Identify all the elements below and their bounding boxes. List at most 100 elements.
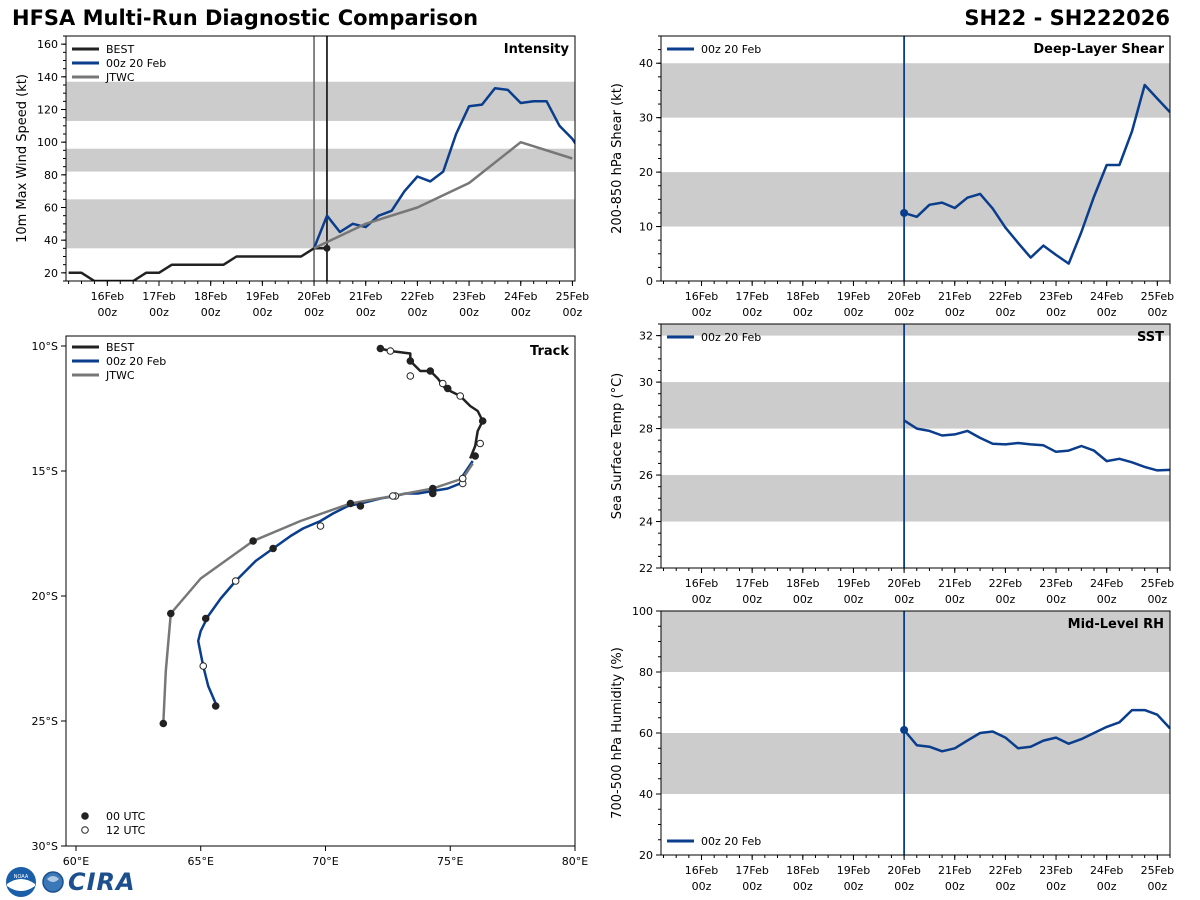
x-tick-hour: 00z [945,880,965,893]
x-tick-label: 23Feb [1039,864,1072,877]
panel-title: Mid-Level RH [1068,617,1164,632]
series-line-00z-20-feb [903,708,1170,753]
y-tick-label: 25°S [32,715,58,728]
x-tick-hour: 00z [511,306,531,319]
x-tick-hour: 00z [1147,880,1167,893]
x-tick-label: 18Feb [194,290,227,303]
track-marker-00utc [376,344,385,353]
track-marker-00utc [249,537,257,545]
cira-logo-text: CIRA [68,868,136,896]
x-tick-hour: 00z [1046,306,1066,319]
track-marker-12utc [316,522,325,530]
plot-frame [65,335,576,847]
track-panel: 60°E 65°E 70°E 75°E 80°E 10°S 15°S 20°S 25°S 30°S… [32,335,588,868]
x-tick-hour: 00z [945,593,965,606]
y-tick-label: 30°S [32,840,58,853]
x-tick-label: 17Feb [735,864,768,877]
y-tick-label: 10°S [32,340,58,353]
x-tick-hour: 00z [356,306,376,319]
x-tick-label: 70°E [312,855,338,868]
storm-id: SH22 - SH222026 [964,6,1170,30]
series-line-00z-20-feb [903,83,1170,265]
y-tick-label: 140 [37,71,58,84]
x-tick-label: 16Feb [685,290,718,303]
x-tick-hour: 00z [793,880,813,893]
marker-legend-label: 12 UTC [106,824,146,837]
x-tick-hour: 00z [1046,880,1066,893]
track-marker-12utc [389,492,397,500]
x-tick-hour: 00z [1097,880,1117,893]
x-tick-hour: 00z [844,306,864,319]
track-marker-12utc [456,392,465,400]
x-tick-hour: 00z [97,306,117,319]
y-tick-label: 24 [639,516,653,529]
series-line-00z-20-feb [903,419,1170,472]
shaded-band [661,63,1170,118]
track-marker-12utc [231,577,240,585]
legend-label: 00z 20 Feb [701,43,761,56]
series-startpoint [900,208,909,217]
track-marker-12utc [438,379,447,388]
x-tick-label: 75°E [437,855,463,868]
x-tick-label: 25Feb [556,290,589,303]
shaded-band [66,148,575,172]
panel-title: Track [530,344,569,359]
track-line-jtwc [162,462,474,724]
x-tick-label: 18Feb [786,577,819,590]
x-tick-hour: 00z [201,306,221,319]
y-tick-label: 100 [632,605,653,618]
y-tick-label: 160 [37,38,58,51]
x-tick-hour: 00z [304,306,324,319]
x-tick-label: 21Feb [938,577,971,590]
y-tick-label: 80 [44,169,58,182]
shaded-band [66,81,575,121]
track-marker-00utc [346,499,355,508]
x-tick-hour: 00z [996,880,1016,893]
x-tick-label: 80°E [562,855,588,868]
track-marker-00utc [428,484,437,493]
x-tick-label: 18Feb [786,290,819,303]
page-title: HFSA Multi-Run Diagnostic Comparison [12,6,479,30]
x-tick-label: 60°E [63,855,89,868]
y-tick-label: 30 [639,376,653,389]
sst-plot-area [661,324,1170,568]
shaded-band [661,382,1170,429]
track-marker-00utc [443,384,452,393]
y-tick-label: 0 [646,275,653,288]
x-tick-label: 24Feb [1090,577,1123,590]
y-tick-label: 20°S [32,590,58,603]
y-tick-label: 20 [44,267,58,280]
track-marker-00utc [166,609,175,618]
cira-logo: NOAA CIRA [4,866,136,898]
x-tick-label: 25Feb [1141,290,1174,303]
y-tick-label: 10 [639,221,653,234]
x-tick-hour: 00z [692,593,712,606]
x-tick-hour: 00z [692,880,712,893]
legend-label: BEST [106,341,134,354]
x-tick-hour: 00z [793,306,813,319]
track-marker-00utc [159,719,168,728]
x-tick-hour: 00z [1097,306,1117,319]
y-tick-label: 22 [639,562,653,575]
x-tick-hour: 00z [894,593,914,606]
x-tick-hour: 00z [793,593,813,606]
shear-panel: 0 10 20 30 40 16Feb 00z 17Feb 00z 18Feb 00z 19Feb 00… [610,35,1174,319]
shear-plot-area [661,36,1170,281]
track-marker-00utc [406,357,415,365]
panel-title: SST [1137,330,1164,345]
globe-icon [42,871,64,893]
x-tick-label: 20Feb [887,290,920,303]
marker-legend-label: 00 UTC [106,810,146,823]
x-tick-label: 20Feb [297,290,330,303]
x-tick-label: 24Feb [1090,290,1123,303]
y-tick-label: 60 [44,202,58,215]
legend-label: BEST [106,43,134,56]
x-tick-label: 16Feb [685,577,718,590]
track-marker-12utc [386,347,395,355]
series-endpoint [323,244,331,252]
track-marker-00utc [471,452,479,460]
x-tick-label: 23Feb [452,290,485,303]
y-tick-label: 30 [639,112,653,125]
track-line-best [380,347,484,459]
y-axis-label: 200-850 hPa Shear (kt) [610,83,625,234]
